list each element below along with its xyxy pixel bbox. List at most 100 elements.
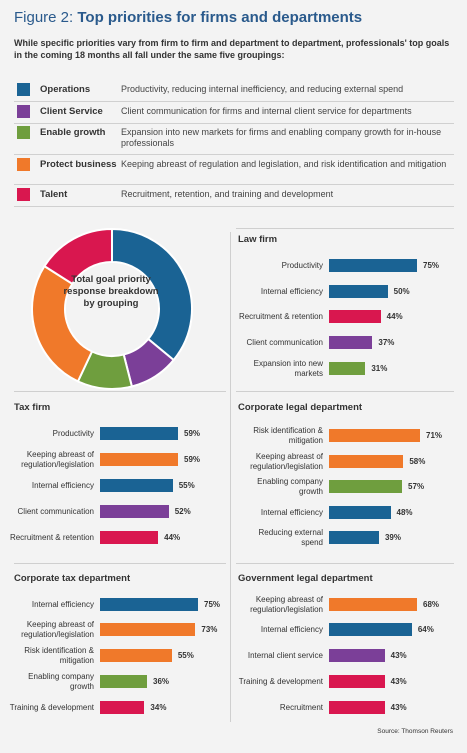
bar-label: Recruitment — [279, 702, 323, 712]
bar — [100, 453, 178, 466]
bar — [100, 598, 198, 611]
bar-label: Training & development — [9, 702, 94, 712]
bar — [100, 623, 196, 636]
legend-row-protect-business: Protect business Keeping abreast of regul… — [14, 156, 454, 185]
bar-label: Recruitment & retention — [238, 311, 323, 321]
divider-horizontal-top-right — [236, 228, 454, 229]
bar-label: Productivity — [52, 428, 94, 438]
bar-label: Internal client service — [247, 650, 323, 660]
bar-value-label: 52% — [174, 507, 191, 516]
chart-title: Tax firm — [14, 402, 51, 413]
bar-value-label: 75% — [204, 600, 221, 609]
legend-name: Operations — [40, 84, 91, 95]
bar — [329, 701, 385, 714]
bar-label: Client communication — [17, 506, 94, 516]
donut-center-label: Total goal priority response breakdown b… — [63, 274, 159, 309]
bar — [329, 310, 381, 323]
total-priority-donut-chart — [31, 228, 193, 390]
bar-value-label: 48% — [396, 508, 413, 517]
legend-description: Expansion into new markets for firms and… — [121, 127, 442, 148]
bar-label: Internal efficiency — [31, 599, 94, 609]
bar — [100, 505, 169, 518]
divider-horizontal-2 — [236, 391, 454, 392]
bar-label: Reducing external spend — [258, 527, 323, 547]
bar — [329, 259, 417, 272]
legend-description: Productivity, reducing internal ineffici… — [121, 84, 404, 94]
legend-row-operations: Operations Productivity, reducing interna… — [14, 81, 454, 102]
bar-label: Internal efficiency — [260, 624, 323, 634]
bar-value-label: 44% — [164, 533, 181, 542]
divider-horizontal-1 — [14, 391, 226, 392]
bar-value-label: 43% — [390, 703, 407, 712]
bar-value-label: 44% — [386, 312, 403, 321]
legend-name: Talent — [40, 189, 68, 200]
legend-description: Recruitment, retention, and training and… — [121, 189, 334, 199]
bar-value-label: 36% — [153, 677, 170, 686]
bar-value-label: 55% — [178, 481, 195, 490]
figure-title-text: Top priorities for firms and departments — [77, 9, 363, 26]
source-note: Source: Thomson Reuters — [377, 728, 453, 735]
bar — [100, 701, 145, 714]
legend-name: Protect business — [40, 159, 117, 170]
bar-value-label: 39% — [384, 533, 401, 542]
bar — [100, 427, 178, 440]
bar-value-label: 75% — [423, 261, 440, 270]
bar-label: Enabling company growth — [257, 476, 323, 496]
figure-number: Figure 2: — [14, 9, 78, 26]
legend-row-enable-growth: Enable growth Expansion into new markets … — [14, 124, 454, 155]
chart-title: Corporate tax department — [14, 573, 131, 584]
legend-description: Client communication for firms and inter… — [121, 106, 412, 116]
donut-hole — [66, 263, 158, 355]
bar-value-label: 37% — [378, 338, 395, 347]
bar-value-label: 68% — [423, 600, 440, 609]
bar — [329, 455, 404, 468]
bar-label: Expansion into new markets — [253, 358, 323, 378]
divider-horizontal-3 — [14, 563, 226, 564]
bar-value-label: 73% — [201, 625, 218, 634]
bar — [329, 675, 385, 688]
bar-value-label: 43% — [390, 651, 407, 660]
donut-slice-talent — [43, 228, 113, 286]
bar-label: Risk identification & mitigation — [253, 425, 323, 445]
bar-label: Internal efficiency — [260, 286, 323, 296]
bar — [329, 531, 379, 544]
bar — [100, 531, 159, 544]
bar-label: Keeping abreast of regulation/legislatio… — [21, 449, 94, 469]
bar-value-label: 59% — [184, 455, 201, 464]
bar-label: Risk identification & mitigation — [24, 645, 94, 665]
divider-horizontal-4 — [236, 563, 454, 564]
bar-value-label: 59% — [184, 429, 201, 438]
legend-swatch — [17, 188, 30, 201]
bar-value-label: 64% — [417, 625, 434, 634]
bar-value-label: 55% — [177, 651, 194, 660]
bar-value-label: 43% — [390, 677, 407, 686]
bar — [100, 479, 173, 492]
bar — [329, 480, 403, 493]
legend-swatch — [17, 158, 30, 171]
bar-value-label: 31% — [371, 364, 388, 373]
donut-slice-operations — [111, 228, 193, 362]
bar — [329, 362, 366, 375]
bar — [329, 506, 391, 519]
bar-label: Client communication — [246, 337, 323, 347]
bar — [329, 649, 385, 662]
chart-title: Government legal department — [238, 573, 373, 584]
bar — [329, 336, 373, 349]
bar-value-label: 58% — [409, 457, 426, 466]
bar — [329, 429, 420, 442]
legend-description: Keeping abreast of regulation and legisl… — [121, 159, 447, 169]
bar-value-label: 57% — [408, 482, 425, 491]
bar-label: Keeping abreast of regulation/legislatio… — [21, 619, 94, 639]
chart-title: Law firm — [238, 234, 278, 245]
legend-name: Enable growth — [40, 127, 106, 138]
chart-title: Corporate legal department — [238, 402, 363, 413]
bar-label: Keeping abreast of regulation/legislatio… — [250, 594, 323, 614]
bar-label: Internal efficiency — [31, 480, 94, 490]
bar — [100, 675, 148, 688]
bar — [329, 285, 388, 298]
legend-row-talent: Talent Recruitment, retention, and traini… — [14, 186, 454, 207]
bar — [329, 623, 412, 636]
bar-label: Recruitment & retention — [9, 532, 94, 542]
legend-row-client-service: Client Service Client communication for f… — [14, 103, 454, 124]
bar-value-label: 34% — [150, 703, 167, 712]
